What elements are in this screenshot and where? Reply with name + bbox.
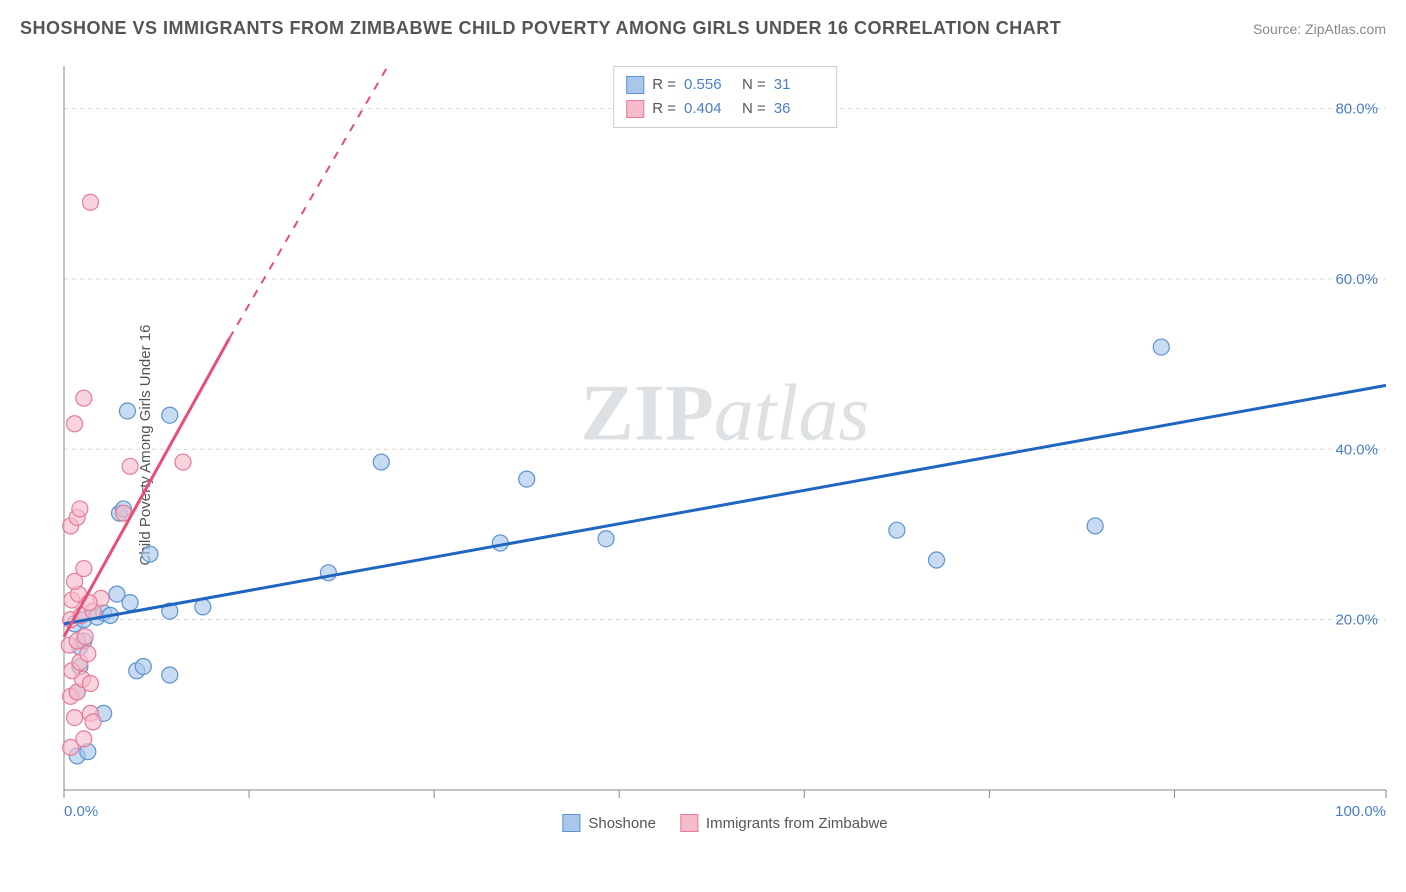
data-point xyxy=(119,403,135,419)
data-point xyxy=(76,561,92,577)
data-point xyxy=(889,522,905,538)
legend-n-value: 36 xyxy=(774,97,824,121)
data-point xyxy=(929,552,945,568)
data-point xyxy=(77,629,93,645)
chart-area: Child Poverty Among Girls Under 16 20.0%… xyxy=(60,60,1390,830)
regression-line xyxy=(64,385,1386,623)
legend-swatch xyxy=(680,814,698,832)
chart-source: Source: ZipAtlas.com xyxy=(1253,21,1386,37)
data-point xyxy=(135,658,151,674)
series-legend-label: Shoshone xyxy=(588,815,656,832)
data-point xyxy=(122,458,138,474)
legend-r-label: R = xyxy=(652,97,676,121)
series-legend-item: Shoshone xyxy=(562,814,656,832)
x-tick-label: 100.0% xyxy=(1335,803,1386,820)
y-tick-label: 80.0% xyxy=(1335,101,1378,118)
correlation-legend: R = 0.556 N = 31 R = 0.404 N = 36 xyxy=(613,66,837,128)
data-point xyxy=(1087,518,1103,534)
data-point xyxy=(80,646,96,662)
data-point xyxy=(82,194,98,210)
chart-header: SHOSHONE VS IMMIGRANTS FROM ZIMBABWE CHI… xyxy=(20,18,1386,39)
data-point xyxy=(76,731,92,747)
legend-n-value: 31 xyxy=(774,73,824,97)
legend-n-label: N = xyxy=(742,97,766,121)
data-point xyxy=(122,595,138,611)
data-point xyxy=(142,546,158,562)
chart-title: SHOSHONE VS IMMIGRANTS FROM ZIMBABWE CHI… xyxy=(20,18,1061,39)
series-legend: Shoshone Immigrants from Zimbabwe xyxy=(562,814,887,832)
data-point xyxy=(76,390,92,406)
data-point xyxy=(373,454,389,470)
data-point xyxy=(598,531,614,547)
x-tick-label: 0.0% xyxy=(64,803,98,820)
series-legend-label: Immigrants from Zimbabwe xyxy=(706,815,888,832)
data-point xyxy=(82,676,98,692)
y-tick-label: 20.0% xyxy=(1335,612,1378,629)
legend-swatch xyxy=(562,814,580,832)
scatter-plot: 20.0% 40.0% 60.0% 80.0% 0.0% 100.0% xyxy=(60,60,1390,830)
legend-swatch xyxy=(626,100,644,118)
legend-r-label: R = xyxy=(652,73,676,97)
series-legend-item: Immigrants from Zimbabwe xyxy=(680,814,888,832)
legend-swatch xyxy=(626,76,644,94)
data-point xyxy=(67,710,83,726)
legend-n-label: N = xyxy=(742,73,766,97)
data-point xyxy=(85,714,101,730)
data-point xyxy=(1153,339,1169,355)
legend-row: R = 0.556 N = 31 xyxy=(626,73,824,97)
data-point xyxy=(175,454,191,470)
y-tick-label: 60.0% xyxy=(1335,271,1378,288)
legend-r-value: 0.404 xyxy=(684,97,734,121)
data-point xyxy=(162,407,178,423)
data-point xyxy=(162,667,178,683)
data-point xyxy=(67,416,83,432)
regression-extension xyxy=(229,66,388,339)
regression-line xyxy=(64,339,229,637)
data-point xyxy=(519,471,535,487)
data-point xyxy=(72,501,88,517)
legend-row: R = 0.404 N = 36 xyxy=(626,97,824,121)
legend-r-value: 0.556 xyxy=(684,73,734,97)
y-tick-label: 40.0% xyxy=(1335,441,1378,458)
